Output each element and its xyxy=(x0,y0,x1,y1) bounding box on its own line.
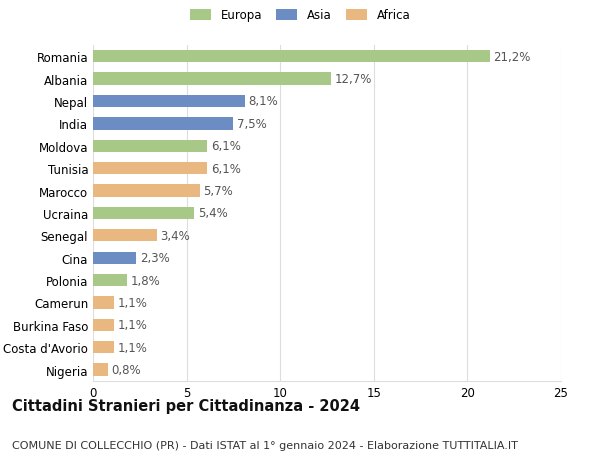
Text: 2,3%: 2,3% xyxy=(140,252,170,264)
Text: 1,1%: 1,1% xyxy=(118,297,147,309)
Text: COMUNE DI COLLECCHIO (PR) - Dati ISTAT al 1° gennaio 2024 - Elaborazione TUTTITA: COMUNE DI COLLECCHIO (PR) - Dati ISTAT a… xyxy=(12,440,518,450)
Bar xyxy=(93,319,113,331)
Text: 6,1%: 6,1% xyxy=(211,162,241,175)
Bar xyxy=(93,341,113,353)
Text: 6,1%: 6,1% xyxy=(211,140,241,153)
Bar xyxy=(93,51,490,63)
Bar xyxy=(93,162,207,175)
Bar xyxy=(93,185,200,197)
Text: 3,4%: 3,4% xyxy=(160,230,190,242)
Bar xyxy=(93,364,108,376)
Text: 0,8%: 0,8% xyxy=(112,364,142,376)
Bar xyxy=(93,95,245,108)
Text: 21,2%: 21,2% xyxy=(494,50,531,63)
Bar xyxy=(93,73,331,85)
Bar xyxy=(93,252,136,264)
Legend: Europa, Asia, Africa: Europa, Asia, Africa xyxy=(186,6,414,26)
Text: 8,1%: 8,1% xyxy=(248,95,278,108)
Bar xyxy=(93,140,207,152)
Text: 5,7%: 5,7% xyxy=(203,185,233,197)
Bar xyxy=(93,297,113,309)
Text: 1,1%: 1,1% xyxy=(118,341,147,354)
Text: 1,8%: 1,8% xyxy=(130,274,160,287)
Text: 12,7%: 12,7% xyxy=(334,73,372,86)
Bar xyxy=(93,274,127,286)
Text: 5,4%: 5,4% xyxy=(198,207,227,220)
Text: 7,5%: 7,5% xyxy=(237,118,267,130)
Bar xyxy=(93,207,194,219)
Bar xyxy=(93,230,157,242)
Text: 1,1%: 1,1% xyxy=(118,319,147,331)
Text: Cittadini Stranieri per Cittadinanza - 2024: Cittadini Stranieri per Cittadinanza - 2… xyxy=(12,398,360,413)
Bar xyxy=(93,118,233,130)
